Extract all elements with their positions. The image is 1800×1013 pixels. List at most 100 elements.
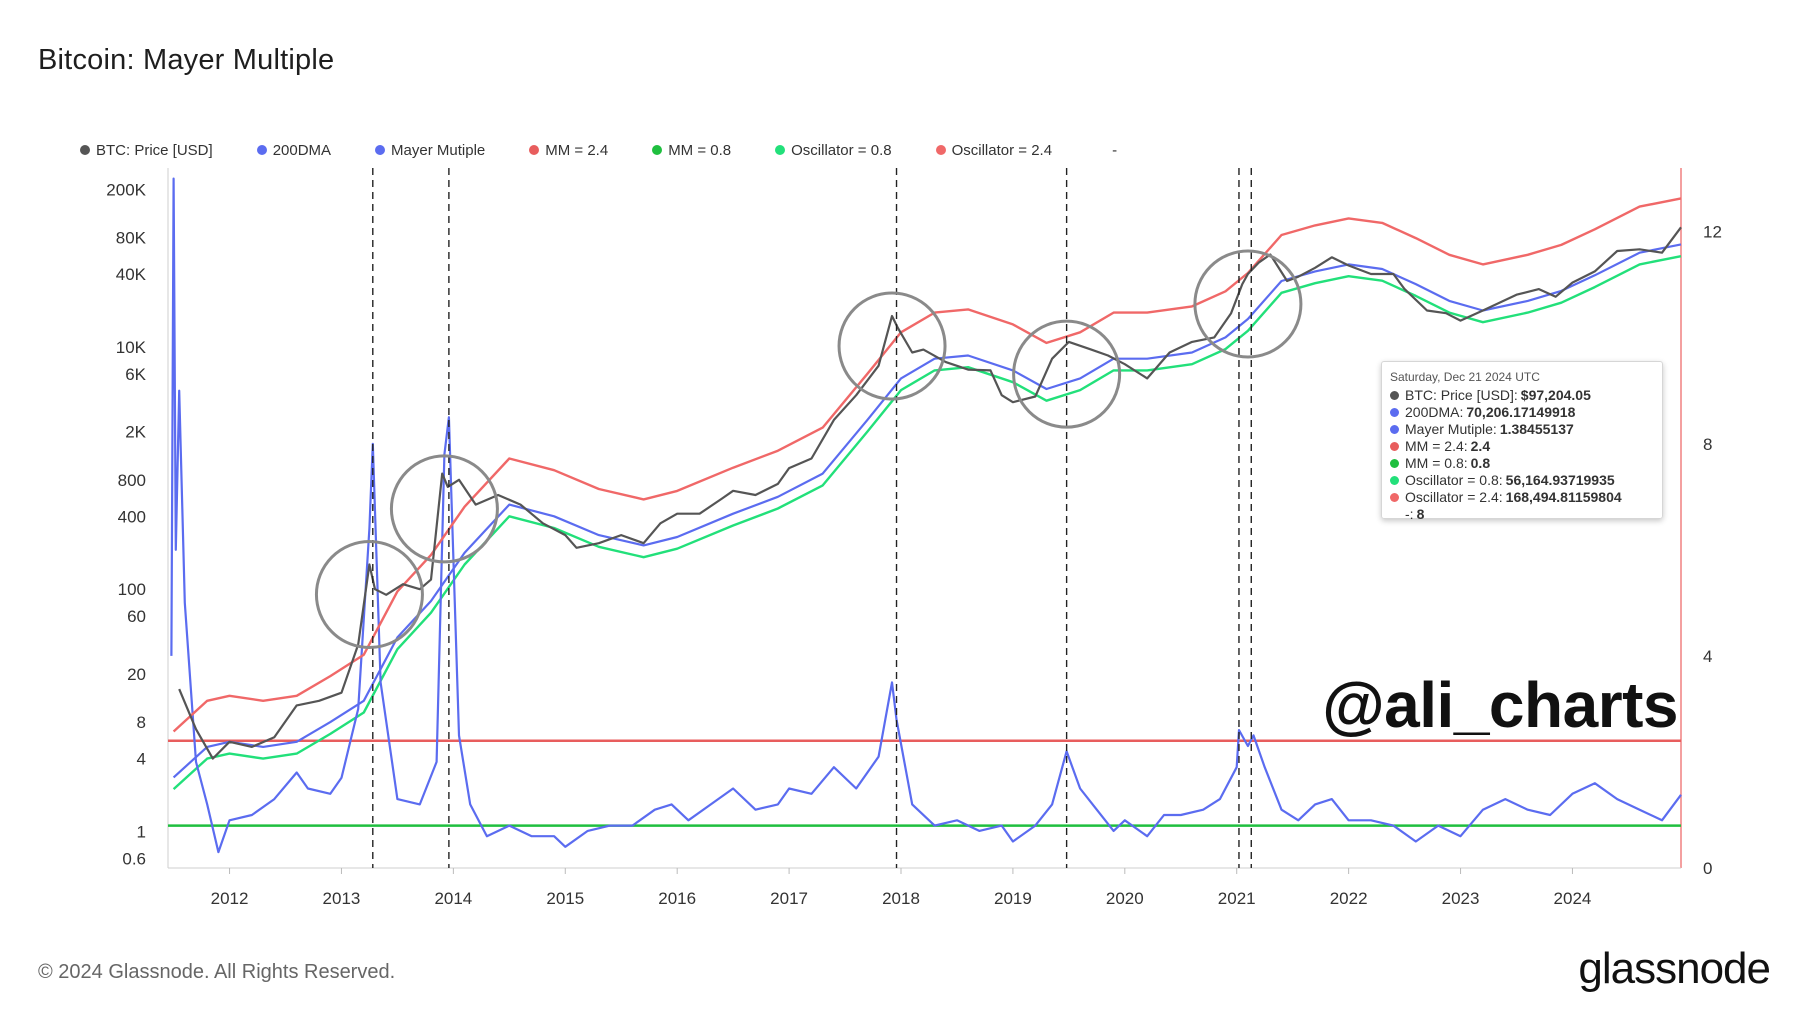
cycle-top-highlight-circle bbox=[389, 454, 499, 564]
x-tick-label: 2020 bbox=[1106, 889, 1144, 908]
y-left-tick-label: 100 bbox=[118, 580, 146, 599]
y-left-tick-label: 6K bbox=[125, 365, 146, 384]
tooltip-label: 200DMA: bbox=[1405, 404, 1464, 420]
y-left-tick-label: 4 bbox=[137, 750, 146, 769]
tooltip-value: 0.8 bbox=[1470, 455, 1491, 471]
tooltip-dot-icon bbox=[1390, 425, 1399, 434]
tooltip-dot-icon bbox=[1390, 493, 1399, 502]
y-left-tick-label: 80K bbox=[116, 229, 147, 248]
y-left-tick-label: 60 bbox=[127, 607, 146, 626]
y-left-tick-label: 0.6 bbox=[122, 849, 146, 868]
tooltip-label: MM = 0.8: bbox=[1405, 455, 1468, 471]
tooltip-value: 8 bbox=[1416, 506, 1425, 522]
legend-item-mayer-multiple[interactable]: Mayer Mutiple bbox=[375, 142, 485, 159]
tooltip-value: $97,204.05 bbox=[1520, 387, 1591, 403]
legend-label: BTC: Price [USD] bbox=[96, 141, 213, 159]
tooltip-label: MM = 2.4: bbox=[1405, 438, 1468, 454]
tooltip-row-mm-0-8: MM = 0.8: 0.8 bbox=[1390, 455, 1662, 472]
series-line-mayer-mutiple bbox=[170, 177, 1682, 854]
y-right-tick-label: 0 bbox=[1703, 859, 1712, 878]
legend-item-200dma[interactable]: 200DMA bbox=[256, 141, 332, 159]
cycle-top-highlight-circle bbox=[1193, 249, 1303, 359]
glassnode-logo: glassnode bbox=[1578, 944, 1771, 993]
y-left-tick-label: 2K bbox=[125, 423, 146, 442]
y-left-tick-label: 400 bbox=[118, 507, 146, 526]
y-right-tick-label: 4 bbox=[1703, 647, 1712, 666]
tooltip-value: 1.38455137 bbox=[1499, 421, 1574, 437]
cycle-top-highlight-circle bbox=[314, 540, 424, 650]
legend-dot-icon bbox=[80, 145, 90, 155]
x-tick-label: 2024 bbox=[1554, 889, 1592, 908]
x-tick-label: 2015 bbox=[546, 889, 584, 908]
cycle-top-highlight-circle bbox=[837, 291, 947, 401]
tooltip-value: 56,164.93719935 bbox=[1505, 472, 1615, 488]
legend-item-oscillator-0-8[interactable]: Oscillator = 0.8 bbox=[775, 141, 892, 159]
marker-group bbox=[314, 168, 1303, 868]
chart-legend: BTC: Price [USD] 200DMA Mayer Mutiple MM… bbox=[80, 140, 1161, 160]
legend-item-btc-price[interactable]: BTC: Price [USD] bbox=[80, 142, 213, 159]
y-left-tick-label: 1 bbox=[137, 823, 146, 842]
x-tick-label: 2016 bbox=[658, 889, 696, 908]
legend-dot-icon bbox=[256, 145, 267, 155]
tooltip-row-mayer-multiple: Mayer Mutiple: 1.38455137 bbox=[1390, 421, 1662, 438]
tooltip-value: 70,206.17149918 bbox=[1466, 404, 1576, 420]
legend-label: MM = 2.4 bbox=[545, 141, 609, 159]
x-tick-label: 2012 bbox=[211, 889, 249, 908]
tooltip-row-200dma: 200DMA: 70,206.17149918 bbox=[1390, 404, 1662, 421]
legend-dot-icon bbox=[775, 145, 786, 155]
x-tick-label: 2019 bbox=[994, 889, 1032, 908]
tooltip-value: 168,494.81159804 bbox=[1505, 489, 1622, 505]
y-left-tick-label: 10K bbox=[116, 338, 147, 357]
legend-dot-icon bbox=[652, 145, 663, 155]
x-tick-label: 2021 bbox=[1218, 889, 1256, 908]
tooltip-label: -: bbox=[1405, 506, 1414, 522]
tooltip-dot-icon bbox=[1390, 391, 1399, 400]
tooltip-label: Oscillator = 0.8: bbox=[1405, 472, 1503, 488]
tooltip-dot-icon bbox=[1390, 442, 1399, 451]
x-tick-label: 2013 bbox=[323, 889, 361, 908]
legend-label: Oscillator = 0.8 bbox=[791, 141, 892, 159]
legend-label: MM = 0.8 bbox=[668, 141, 732, 159]
y-left-tick-label: 8 bbox=[137, 713, 146, 732]
tooltip-dot-icon bbox=[1390, 459, 1399, 468]
copyright-footer: © 2024 Glassnode. All Rights Reserved. bbox=[38, 961, 396, 983]
y-left-tick-label: 40K bbox=[116, 265, 147, 284]
y-left-tick-label: 200K bbox=[106, 180, 146, 199]
x-tick-label: 2022 bbox=[1330, 889, 1368, 908]
tooltip-dot-icon bbox=[1390, 476, 1399, 485]
legend-item-dash[interactable]: - bbox=[1112, 142, 1117, 159]
tooltip-row-mm-2-4: MM = 2.4: 2.4 bbox=[1390, 438, 1662, 455]
tooltip-row-btc-price: BTC: Price [USD]: $97,204.05 bbox=[1390, 387, 1662, 404]
axes-group: 0.6 1 4 8 20 60 100 400 800 2K 6K 10K 40K 80K 200K 0 4 8 1… bbox=[106, 168, 1722, 908]
chart-title: Bitcoin: Mayer Multiple bbox=[38, 44, 335, 76]
x-tick-label: 2018 bbox=[882, 889, 920, 908]
legend-label: Oscillator = 2.4 bbox=[951, 141, 1053, 159]
series-line-oscillator-0-8 bbox=[172, 255, 1682, 790]
tooltip-row-oscillator-0-8: Oscillator = 0.8: 56,164.93719935 bbox=[1390, 472, 1662, 489]
legend-item-mm-0-8[interactable]: MM = 0.8 bbox=[652, 142, 731, 159]
legend-dot-icon bbox=[375, 145, 386, 155]
tooltip-date: Saturday, Dec 21 2024 UTC bbox=[1390, 370, 1540, 384]
y-right-tick-label: 12 bbox=[1703, 223, 1722, 242]
legend-item-mm-2-4[interactable]: MM = 2.4 bbox=[529, 142, 608, 159]
y-right-tick-label: 8 bbox=[1703, 435, 1712, 454]
series-group bbox=[168, 177, 1682, 854]
series-line-oscillator-2-4 bbox=[172, 197, 1682, 733]
series-line-200dma bbox=[172, 243, 1682, 779]
tooltip-row-dash: -: 8 bbox=[1390, 506, 1662, 523]
legend-label: 200DMA bbox=[272, 141, 332, 159]
legend-item-oscillator-2-4[interactable]: Oscillator = 2.4 bbox=[935, 141, 1053, 159]
x-tick-label: 2017 bbox=[770, 889, 808, 908]
y-left-tick-label: 800 bbox=[118, 471, 146, 490]
tooltip-label: Mayer Mutiple: bbox=[1405, 421, 1497, 437]
tooltip-label: BTC: Price [USD]: bbox=[1405, 387, 1518, 403]
tooltip-label: Oscillator = 2.4: bbox=[1405, 489, 1503, 505]
tooltip-dot-icon bbox=[1390, 408, 1399, 417]
legend-label: - bbox=[1112, 141, 1118, 159]
series-line-btc-price-usd- bbox=[178, 226, 1682, 760]
hover-tooltip: Saturday, Dec 21 2024 UTC BTC: Price [US… bbox=[1381, 361, 1663, 522]
tooltip-row-oscillator-2-4: Oscillator = 2.4: 168,494.81159804 bbox=[1390, 489, 1662, 506]
author-watermark: @ali_charts bbox=[1322, 669, 1678, 741]
y-left-tick-label: 20 bbox=[127, 665, 146, 684]
legend-dot-icon bbox=[935, 145, 946, 155]
